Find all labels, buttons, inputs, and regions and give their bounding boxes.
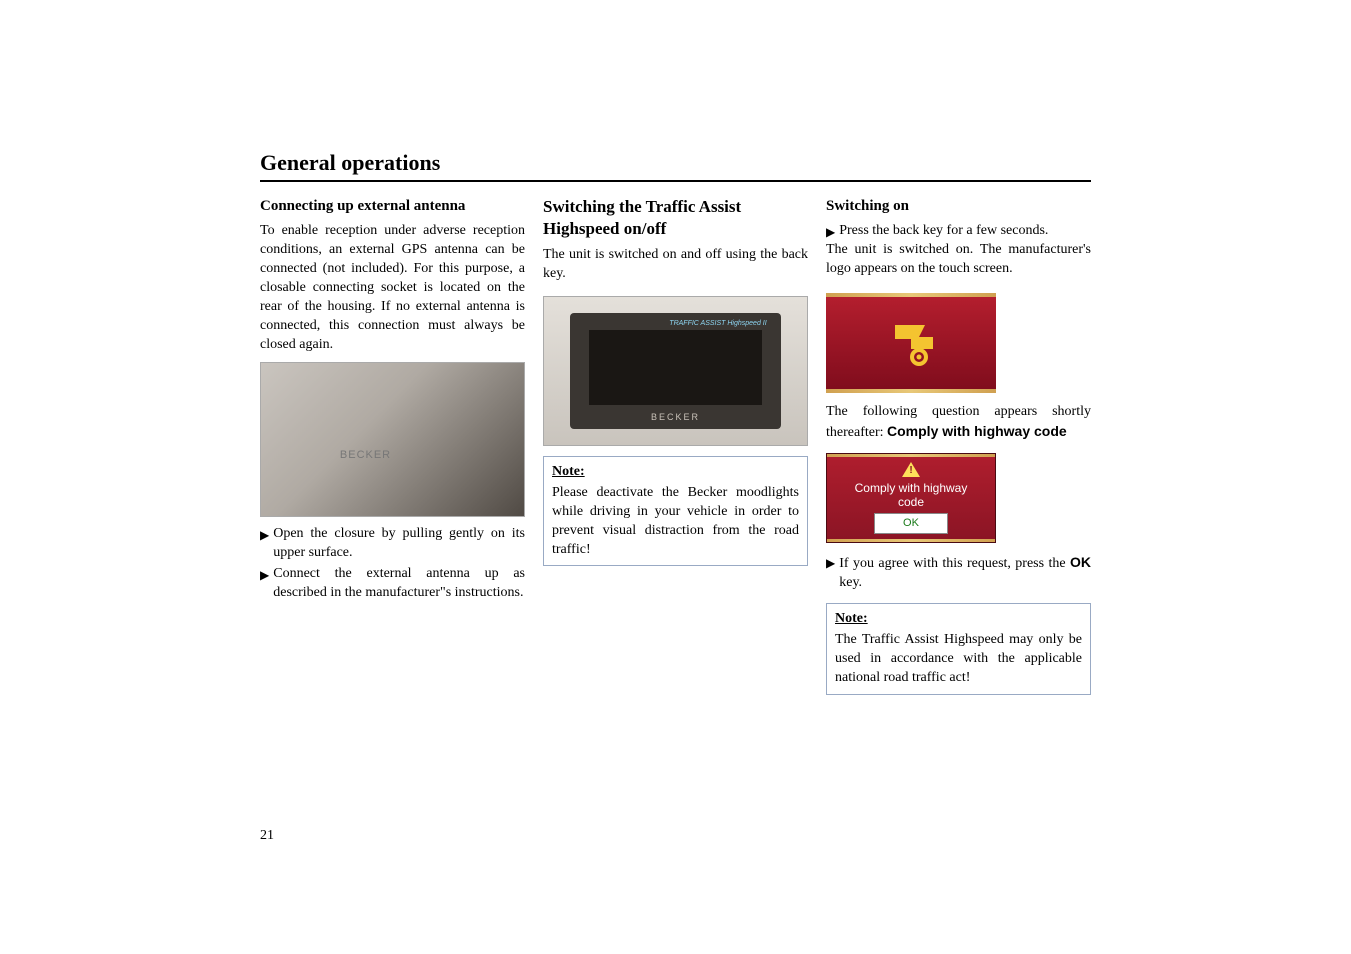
column-1: Connecting up external antenna To enable…	[260, 196, 525, 695]
becker-logo-icon	[887, 319, 935, 367]
col1-bullet-1: ▶ Open the closure by pulling gently on …	[260, 525, 525, 563]
manufacturer-logo-screenshot	[826, 293, 996, 393]
warning-triangle-icon	[902, 462, 920, 477]
dialog-line2: code	[898, 495, 924, 509]
page-header: General operations	[260, 150, 1091, 182]
col3-para2-b: Comply with highway code	[887, 423, 1067, 439]
col3-para1: The unit is switched on. The manufacture…	[826, 241, 1091, 279]
dialog-line1: Comply with highway	[855, 481, 968, 495]
device-front-photo: TRAFFIC ASSIST Highspeed II BECKER	[543, 296, 808, 446]
col3-bullet-1: ▶ Press the back key for a few seconds.	[826, 222, 1091, 241]
col3-bullet2-b: OK	[1070, 554, 1091, 570]
triangle-bullet-icon: ▶	[826, 222, 835, 241]
device-model-label: TRAFFIC ASSIST Highspeed II	[669, 319, 766, 328]
dialog-text: Comply with highway code	[855, 481, 968, 510]
col1-para1: To enable reception under adverse recept…	[260, 222, 525, 354]
col2-note-box: Note: Please deactivate the Becker moodl…	[543, 456, 808, 566]
triangle-bullet-icon: ▶	[260, 565, 269, 603]
col2-note-body: Please deactivate the Becker moodlights …	[552, 484, 799, 560]
col3-note-title: Note:	[835, 610, 1082, 629]
col3-note-body: The Traffic Assist Highspeed may only be…	[835, 631, 1082, 688]
device-brand-label: BECKER	[340, 448, 391, 463]
column-2: Switching the Traffic Assist Highspeed o…	[543, 196, 808, 695]
col1-bullet2-text: Connect the external antenna up as descr…	[273, 565, 525, 603]
comply-dialog-screenshot: Comply with highway code OK	[826, 453, 996, 544]
triangle-bullet-icon: ▶	[826, 553, 835, 593]
device-brand-bottom: BECKER	[651, 411, 700, 423]
triangle-bullet-icon: ▶	[260, 525, 269, 563]
dialog-ok-button: OK	[874, 513, 948, 534]
col3-bullet2-text: If you agree with this request, press th…	[839, 553, 1091, 593]
col1-heading: Connecting up external antenna	[260, 196, 525, 216]
col2-para1: The unit is switched on and off using th…	[543, 246, 808, 284]
col3-para2: The following question appears shortly t…	[826, 403, 1091, 443]
col3-note-box: Note: The Traffic Assist Highspeed may o…	[826, 603, 1091, 695]
col1-bullet-2: ▶ Connect the external antenna up as des…	[260, 565, 525, 603]
page-number: 21	[260, 828, 274, 844]
col3-bullet2-a: If you agree with this request, press th…	[839, 556, 1070, 571]
device-screen-area	[589, 330, 762, 404]
col3-heading: Switching on	[826, 196, 1091, 216]
device-bezel: TRAFFIC ASSIST Highspeed II BECKER	[570, 313, 780, 428]
col1-bullet1-text: Open the closure by pulling gently on it…	[273, 525, 525, 563]
column-3: Switching on ▶ Press the back key for a …	[826, 196, 1091, 695]
col3-bullet1-text: Press the back key for a few seconds.	[839, 222, 1091, 241]
col2-note-title: Note:	[552, 463, 799, 482]
page-columns: Connecting up external antenna To enable…	[260, 196, 1091, 695]
col3-bullet2-c: key.	[839, 575, 862, 590]
col2-heading: Switching the Traffic Assist Highspeed o…	[543, 196, 808, 240]
antenna-photo: BECKER	[260, 362, 525, 517]
col3-bullet-2: ▶ If you agree with this request, press …	[826, 553, 1091, 593]
